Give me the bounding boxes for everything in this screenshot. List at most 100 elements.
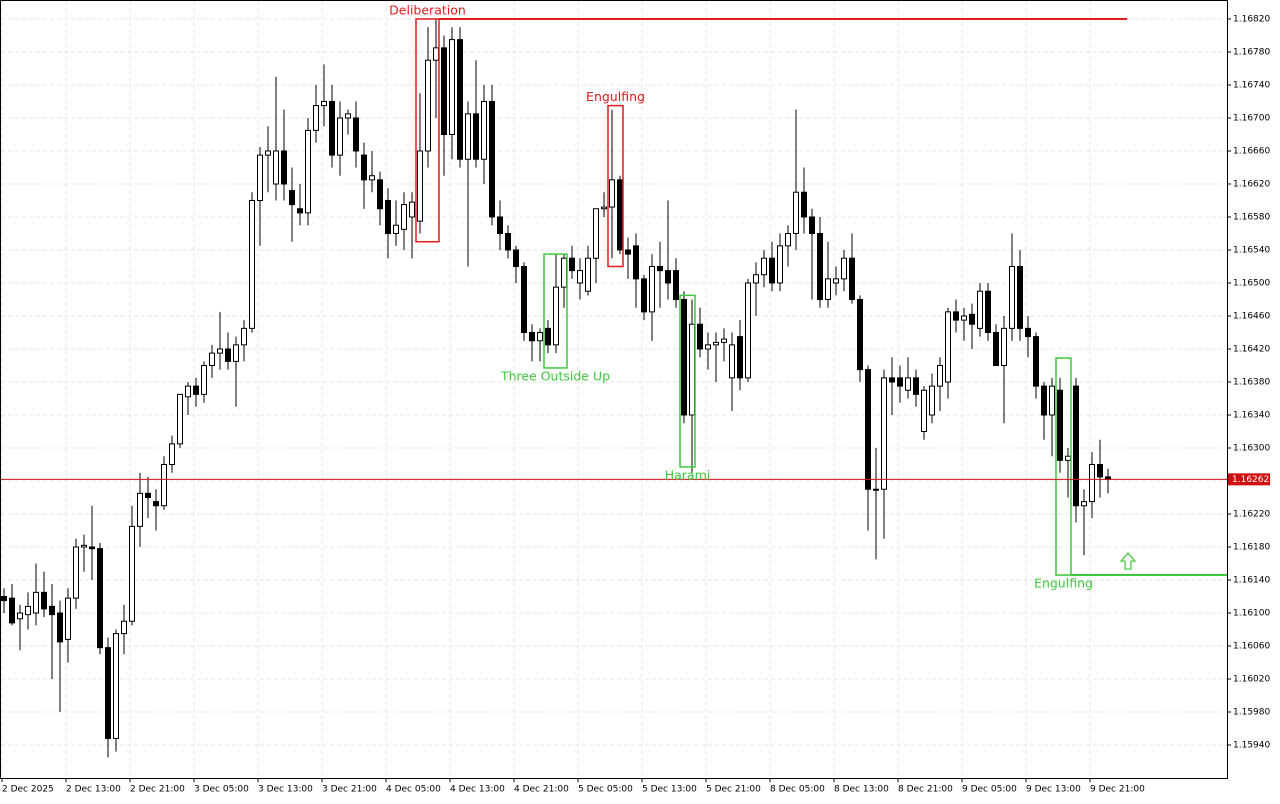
y-tick-label: 1.16140 [1233,575,1270,585]
candle-body [473,113,479,160]
candle-body [689,323,695,416]
candle-body [849,257,855,300]
candle-body [113,633,119,739]
candle-body [873,488,879,491]
candle-body [441,47,447,135]
candle-body [297,208,303,214]
x-tick-label: 9 Dec 21:00 [1090,785,1145,795]
y-tick-label: 1.16660 [1233,146,1270,156]
candle-body [921,389,927,432]
x-tick-label: 5 Dec 21:00 [706,785,761,795]
candle-body [713,341,719,346]
candle-body [1073,385,1079,507]
candle-body [417,150,423,222]
candle-body [449,39,455,135]
candle-body [745,282,751,379]
candle-body [17,612,23,620]
candle-body [273,150,279,185]
candle-body [33,591,39,614]
y-tick-label: 1.16580 [1233,212,1270,222]
candle-body [1,595,7,602]
y-tick-label: 1.15940 [1233,740,1270,750]
candle-body [913,377,919,395]
candle-body [785,232,791,247]
y-tick-label: 1.16300 [1233,443,1270,453]
y-tick-label: 1.16620 [1233,179,1270,189]
pattern-label: Engulfing [1034,576,1093,591]
candle-body [481,100,487,160]
candle-body [649,265,655,313]
candle-body [521,265,527,333]
candle-body [1025,327,1031,338]
candle-body [337,117,343,156]
candle-body [681,298,687,416]
y-tick-label: 1.16500 [1233,278,1270,288]
candle-body [385,199,391,234]
candle-body [9,597,15,624]
candle-body [177,393,183,445]
x-tick-label: 4 Dec 13:00 [450,785,505,795]
x-tick-label: 3 Dec 05:00 [194,785,249,795]
candle-body [89,546,95,550]
x-tick-label: 8 Dec 21:00 [898,785,953,795]
x-tick-label: 9 Dec 13:00 [1026,785,1081,795]
y-tick-label: 1.16540 [1233,245,1270,255]
candle-body [105,647,111,739]
y-tick-label: 1.16220 [1233,509,1270,519]
candle-body [361,154,367,181]
candle-body [241,327,247,346]
candle-body [321,100,327,107]
candle-body [289,190,295,206]
candle-body [513,249,519,267]
pattern-box [1055,357,1072,576]
pattern-label: Deliberation [389,2,466,17]
candle-body [505,232,511,251]
y-tick-label: 1.16060 [1233,641,1270,651]
candle-body [737,336,743,379]
candle-body [1009,265,1015,329]
x-tick-label: 3 Dec 13:00 [258,785,313,795]
x-tick-label: 3 Dec 21:00 [322,785,377,795]
candle-body [969,313,975,325]
candle-body [945,311,951,383]
x-tick-label: 8 Dec 05:00 [770,785,825,795]
candle-body [369,175,375,181]
candle-body [497,216,503,234]
candle-body [1057,389,1063,461]
candle-body [377,179,383,210]
y-tick-label: 1.16780 [1233,47,1270,57]
candle-body [489,100,495,218]
candle-body [73,546,79,599]
x-tick-label: 2 Dec 21:00 [130,785,185,795]
candle-body [225,348,231,362]
candle-body [185,385,191,398]
y-tick-label: 1.16820 [1233,14,1270,24]
candle-body [169,443,175,465]
y-tick-label: 1.16420 [1233,344,1270,354]
x-tick-label: 5 Dec 13:00 [642,785,697,795]
candle-body [345,113,351,119]
candle-body [129,525,135,622]
candle-body [65,597,71,640]
pattern-box [679,294,696,468]
candle-body [393,224,399,234]
candle-body [881,377,887,490]
x-tick-label: 2 Dec 13:00 [66,785,121,795]
candle-body [537,331,543,342]
candle-body [865,369,871,490]
x-tick-label: 5 Dec 05:00 [578,785,633,795]
candle-body [97,548,103,649]
candle-body [665,270,671,284]
candle-body [577,270,583,284]
candle-body [769,257,775,284]
y-tick-label: 1.16700 [1233,113,1270,123]
candle-body [857,298,863,371]
candle-body [433,47,439,61]
candle-body [1049,385,1055,416]
candle-body [673,270,679,300]
candle-body [729,344,735,379]
candle-body [633,245,639,280]
candle-body [841,257,847,280]
